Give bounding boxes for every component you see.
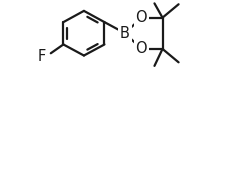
Text: F: F [37,50,46,64]
Text: B: B [120,26,130,41]
Text: O: O [136,41,147,56]
Text: O: O [136,10,147,25]
